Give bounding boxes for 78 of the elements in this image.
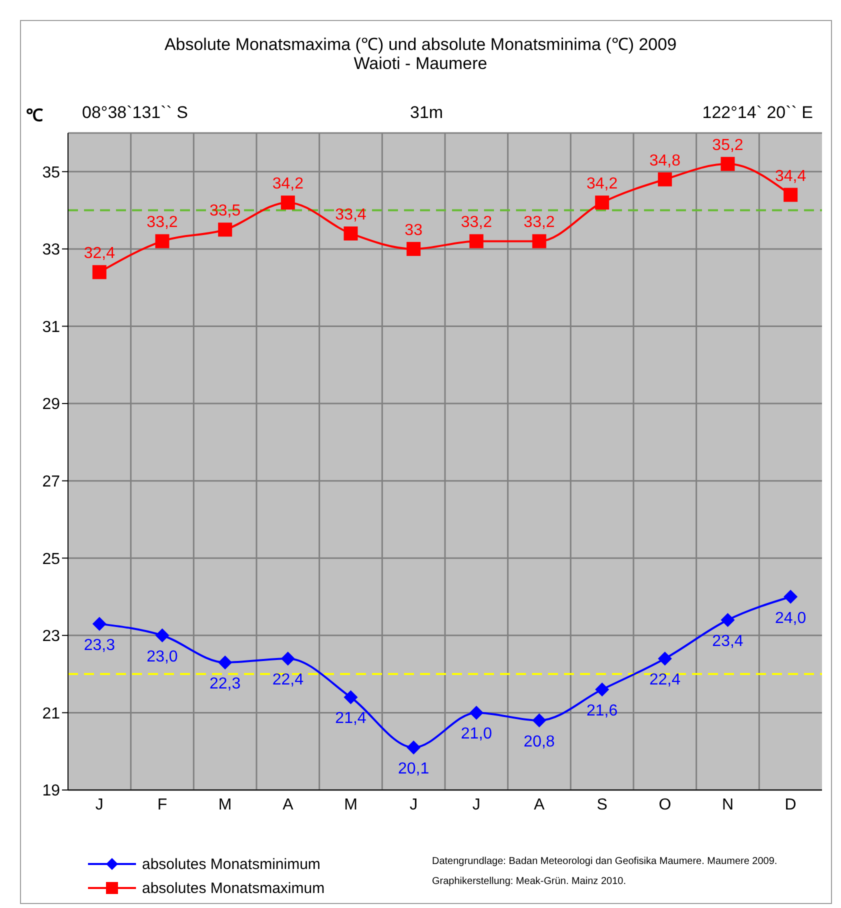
data-label: 33,2 bbox=[146, 214, 178, 232]
chart-title: Absolute Monatsmaxima (℃) und absolute Monatsminima (℃) 2009 bbox=[163, 34, 678, 55]
x-tick-label: N bbox=[722, 796, 734, 814]
x-tick-label: D bbox=[784, 796, 796, 814]
y-tick-label: 27 bbox=[42, 474, 60, 491]
point bbox=[469, 234, 484, 248]
y-tick-label: 25 bbox=[42, 550, 60, 568]
point bbox=[155, 234, 170, 248]
data-label: 33,2 bbox=[460, 214, 492, 232]
point bbox=[344, 690, 358, 704]
data-label: 22,3 bbox=[210, 675, 241, 692]
data-label: 34,2 bbox=[586, 176, 618, 193]
data-label: 22,4 bbox=[649, 672, 681, 689]
x-tick-label: A bbox=[282, 796, 294, 814]
y-tick-label: 35 bbox=[42, 164, 60, 182]
point bbox=[344, 226, 358, 240]
text: Graphikerstellung: Meak-Grün. Mainz 2010. bbox=[432, 876, 626, 887]
point bbox=[658, 172, 672, 186]
x-tick-label: A bbox=[534, 796, 545, 814]
point bbox=[595, 196, 610, 210]
point bbox=[532, 234, 546, 248]
chart-subtitle: Waioti - Maumere bbox=[352, 54, 488, 74]
point bbox=[406, 242, 421, 256]
x-tick-label: J bbox=[410, 796, 418, 814]
data-label: 34,8 bbox=[649, 152, 681, 170]
text: Datengrundlage: Badan Meteorologi dan Geofisika Maumere. Maumere 2009. bbox=[432, 856, 778, 867]
x-tick-label: J bbox=[95, 796, 104, 814]
point bbox=[720, 156, 735, 171]
data-label: 33,4 bbox=[335, 206, 366, 224]
y-tick-label: 31 bbox=[42, 318, 60, 336]
y-axis-title: ℃ bbox=[26, 105, 43, 126]
point bbox=[280, 196, 295, 210]
legend-label: absolutes Monatsminimum bbox=[142, 856, 320, 872]
point bbox=[406, 740, 421, 754]
x-tick-label: F bbox=[157, 796, 168, 814]
y-tick-label: 19 bbox=[42, 782, 60, 800]
point bbox=[92, 265, 106, 280]
point bbox=[218, 655, 232, 670]
point bbox=[92, 616, 106, 631]
point bbox=[784, 590, 798, 604]
data-label: 33 bbox=[404, 222, 423, 239]
point bbox=[280, 652, 295, 666]
x-tick-label: O bbox=[658, 796, 672, 814]
data-label: 32,4 bbox=[84, 245, 116, 262]
y-tick-label: 33 bbox=[42, 242, 60, 259]
x-tick-label: J bbox=[472, 796, 480, 814]
point bbox=[218, 222, 232, 237]
data-label: 34,2 bbox=[272, 176, 304, 193]
data-label: 22,4 bbox=[272, 672, 304, 689]
data-label: 21,0 bbox=[460, 726, 492, 743]
text: 122°14` 20`` E bbox=[702, 103, 813, 123]
data-label: 24,0 bbox=[775, 610, 806, 627]
y-tick-label: 21 bbox=[42, 705, 60, 722]
point bbox=[155, 628, 170, 642]
data-label: 23,3 bbox=[84, 636, 116, 654]
data-label: 20,8 bbox=[524, 733, 555, 750]
data-label: 21,6 bbox=[586, 702, 618, 720]
data-label: 21,4 bbox=[335, 710, 366, 728]
x-tick-label: M bbox=[344, 796, 358, 814]
data-label: 23,4 bbox=[712, 632, 744, 650]
data-label: 23,0 bbox=[146, 648, 178, 666]
text: 31m bbox=[410, 103, 444, 123]
point bbox=[784, 188, 798, 202]
data-label: 35,2 bbox=[712, 136, 744, 154]
data-label: 20,1 bbox=[398, 760, 430, 778]
legend-label: absolutes Monatsmaximum bbox=[142, 880, 325, 896]
point bbox=[469, 706, 484, 720]
y-tick-label: 29 bbox=[42, 396, 60, 414]
y-tick-label: 23 bbox=[42, 628, 60, 646]
data-label: 34,4 bbox=[775, 168, 806, 185]
x-tick-label: M bbox=[218, 796, 232, 814]
point bbox=[658, 652, 672, 666]
point bbox=[595, 682, 610, 697]
point bbox=[532, 713, 546, 728]
x-tick-label: S bbox=[596, 796, 608, 814]
data-label: 33,2 bbox=[524, 214, 555, 232]
point bbox=[720, 612, 735, 627]
text: 08°38`131`` S bbox=[82, 103, 188, 123]
